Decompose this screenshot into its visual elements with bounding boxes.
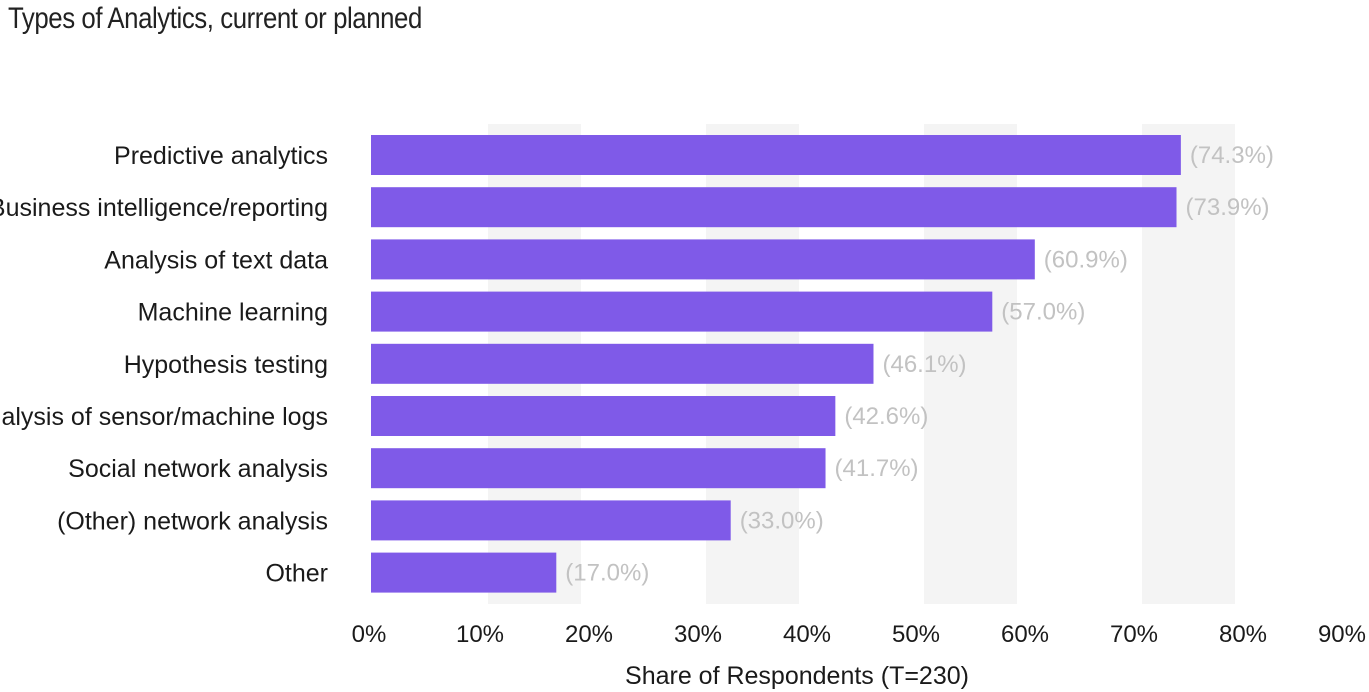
x-tick-label: 40% — [783, 621, 831, 648]
chart-title: Types of Analytics, current or planned — [8, 2, 422, 35]
bar — [371, 135, 1181, 175]
x-tick-label: 70% — [1110, 621, 1158, 648]
x-tick-label: 90% — [1318, 621, 1366, 648]
x-tick-label: 50% — [892, 621, 940, 648]
value-label: (41.7%) — [835, 455, 919, 482]
value-label: (46.1%) — [882, 351, 966, 378]
value-label: (60.9%) — [1044, 246, 1128, 273]
category-label: Predictive analytics — [114, 142, 328, 170]
x-tick-label: 80% — [1219, 621, 1267, 648]
bar — [371, 500, 731, 541]
value-label: (73.9%) — [1186, 194, 1270, 221]
category-label: Other — [265, 560, 328, 588]
bar — [371, 396, 836, 436]
x-tick-label: 60% — [1001, 621, 1049, 648]
value-labels: (74.3%) (73.9%) (60.9%) (57.0%) (46.1%) (42.6… — [565, 142, 1274, 587]
category-label: (Other) network analysis — [57, 507, 328, 535]
x-tick-label: 20% — [565, 621, 613, 648]
bar — [371, 239, 1035, 280]
x-tick-label: 30% — [674, 621, 722, 648]
value-label: (74.3%) — [1190, 142, 1274, 169]
category-label: Analysis of sensor/machine logs — [0, 403, 328, 431]
category-labels: Predictive analytics Business intelligenc… — [0, 142, 328, 588]
value-label: (57.0%) — [1001, 299, 1085, 326]
bars-group — [371, 135, 1181, 593]
bar — [371, 343, 874, 384]
x-tick-label: 0% — [352, 621, 387, 648]
category-label: Machine learning — [138, 299, 328, 327]
x-tick-label: 10% — [456, 621, 504, 648]
category-label: Hypothesis testing — [124, 351, 328, 379]
category-label: Social network analysis — [68, 455, 328, 483]
bar — [371, 448, 826, 489]
bar — [371, 187, 1177, 228]
x-axis-title: Share of Respondents (T=230) — [625, 662, 969, 690]
category-label: Analysis of text data — [104, 246, 328, 274]
category-label: Business intelligence/reporting — [0, 194, 328, 222]
bar — [371, 552, 557, 593]
bar — [371, 291, 993, 332]
value-label: (33.0%) — [740, 507, 824, 534]
x-axis-ticks: 0% 10% 20% 30% 40% 50% 60% 70% 80% 90% — [352, 621, 1366, 648]
value-label: (42.6%) — [844, 403, 928, 430]
value-label: (17.0%) — [565, 560, 649, 587]
